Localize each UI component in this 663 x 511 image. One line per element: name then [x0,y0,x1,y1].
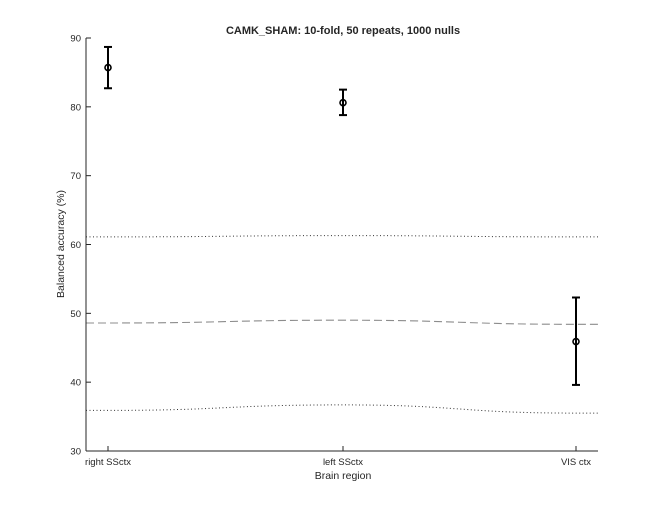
data-point [104,63,112,72]
null-upper-line [86,235,598,238]
x-tick-label: left SSctx [323,457,363,468]
y-tick-label: 50 [70,309,81,320]
y-tick-label: 40 [70,378,81,389]
data-point [339,98,347,107]
y-tick-label: 30 [70,447,81,458]
y-axis-ticks: 30 40 50 60 70 80 90 [70,34,91,458]
y-tick-label: 80 [70,102,81,113]
y-tick-label: 60 [70,240,81,251]
y-axis-label: Balanced accuracy (%) [55,190,67,298]
null-distribution-lines [86,235,598,414]
chart-title: CAMK_SHAM: 10-fold, 50 repeats, 1000 nul… [226,25,460,37]
x-axis-ticks: right SSctx left SSctx VIS ctx [85,446,591,468]
data-point [572,337,580,346]
y-tick-label: 90 [70,34,81,45]
null-lower-line [86,404,598,414]
x-tick-label: right SSctx [85,457,131,468]
x-axis-label: Brain region [315,470,372,482]
null-mean-line [86,319,598,325]
data-markers [104,45,580,386]
y-tick-label: 70 [70,171,81,182]
x-tick-label: VIS ctx [561,457,591,468]
